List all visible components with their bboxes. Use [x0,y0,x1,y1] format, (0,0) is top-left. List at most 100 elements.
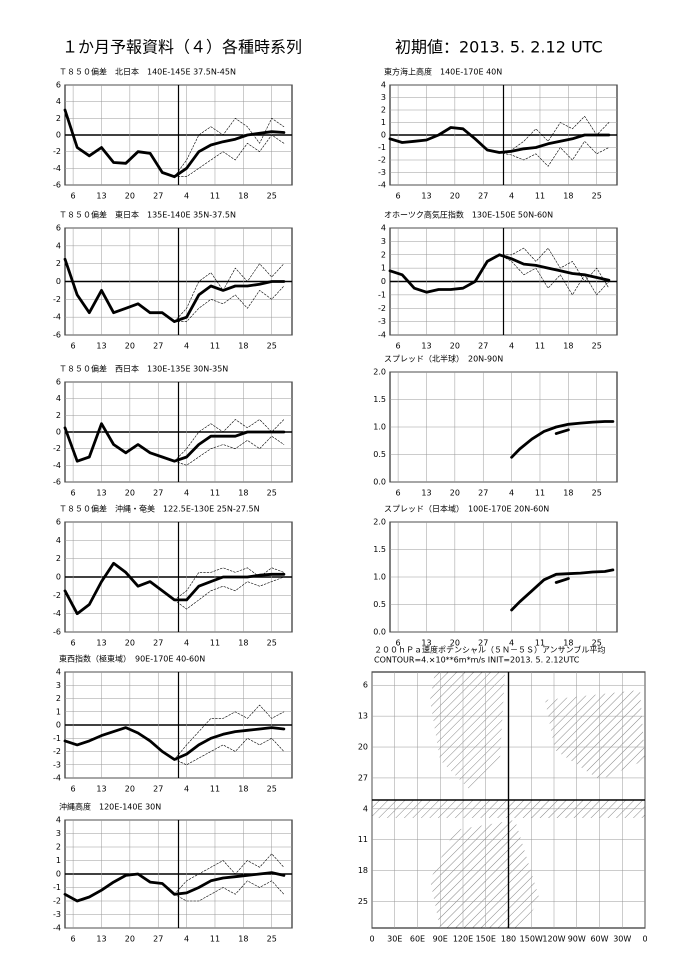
y-tick-label: 0 [56,277,61,286]
chart-title: 東西指数（極東域） 90E-170E 40-60N [59,654,205,664]
y-tick-label: -4 [378,181,386,190]
y-tick-label: 4 [381,224,386,233]
x-tick-label: 4 [184,342,189,351]
y-tick-label: 0 [381,131,386,140]
y-tick-label: 1.5 [373,395,386,404]
y-tick-label: -2 [53,591,61,600]
x-tick-label: 4 [184,489,189,498]
y-tick-label: 0 [56,721,61,730]
y-tick-label: 1.0 [373,573,386,582]
x-tick-label: 180 [501,935,516,944]
y-tick-label: 0.0 [373,478,386,487]
chart-title: Ｔ８５０偏差 北日本 140E-145E 37.5N-45N [59,67,236,77]
x-tick-label: 11 [535,489,545,498]
x-tick-label: 0 [369,935,374,944]
x-tick-label: 6 [71,935,76,944]
x-tick-label: 25 [592,192,602,201]
x-tick-label: 6 [396,489,401,498]
chart-title: ２００ｈＰａ速度ポテンシャル（５Ｎ－５Ｓ）アンサンブル平均 [374,645,605,655]
y-tick-label: 1.0 [373,423,386,432]
x-tick-label: 20 [125,192,135,201]
x-tick-label: 25 [267,785,277,794]
x-tick-label: 27 [478,489,488,498]
member-line [174,285,285,322]
y-tick-label: -6 [53,628,61,637]
y-tick-label: 4 [56,816,61,825]
x-tick-label: 27 [153,785,163,794]
x-tick-label: 30E [387,935,402,944]
y-tick-label: -2 [378,156,386,165]
x-tick-label: 25 [592,342,602,351]
y-tick-label: 2 [56,259,61,268]
x-tick-label: 13 [421,639,431,648]
x-tick-label: 4 [509,342,514,351]
x-tick-label: 27 [153,935,163,944]
x-tick-label: 13 [421,192,431,201]
chart-title: オホーツク高気圧指数 130E-150E 50N-60N [384,210,553,220]
mean-line [554,577,570,584]
x-tick-label: 13 [96,935,106,944]
x-tick-label: 11 [210,192,220,201]
member-line [174,567,285,601]
x-tick-label: 25 [267,342,277,351]
x-tick-label: 11 [210,785,220,794]
y-tick-label: 0 [56,131,61,140]
x-tick-label: 13 [421,489,431,498]
x-tick-label: 27 [153,192,163,201]
x-tick-label: 27 [478,192,488,201]
x-tick-label: 25 [267,935,277,944]
y-tick-label: 2 [381,106,386,115]
y-tick-label: -2 [53,897,61,906]
y-tick-label: -2 [53,147,61,156]
x-tick-label: 20 [450,489,460,498]
x-tick-label: 90W [568,935,586,944]
member-line [499,141,610,167]
x-tick-label: 20 [125,935,135,944]
x-tick-label: 18 [238,192,248,201]
x-tick-label: 90E [433,935,448,944]
mean-line [63,108,286,179]
y-tick-label: 11 [358,835,368,844]
y-tick-label: -1 [378,143,386,152]
y-tick-label: -6 [53,181,61,190]
x-tick-label: 20 [125,639,135,648]
x-tick-label: 18 [563,342,573,351]
y-tick-label: -4 [53,461,61,470]
y-tick-label: -2 [53,444,61,453]
x-tick-label: 27 [478,639,488,648]
y-tick-label: 2.0 [373,518,386,527]
x-tick-label: 18 [563,489,573,498]
mean-line [388,126,611,154]
x-tick-label: 4 [509,489,514,498]
y-tick-label: 4 [56,668,61,677]
x-tick-label: 18 [238,342,248,351]
x-tick-label: 30W [613,935,631,944]
y-tick-label: -4 [53,164,61,173]
y-tick-label: 1 [381,118,386,127]
y-tick-label: -3 [378,317,386,326]
y-tick-label: 3 [381,93,386,102]
y-tick-label: -4 [53,774,61,783]
member-line [499,254,610,296]
mean-line [510,568,615,612]
y-tick-label: 0.5 [373,450,386,459]
member-line [174,263,285,322]
x-tick-label: 13 [96,489,106,498]
y-tick-label: -4 [53,313,61,322]
x-tick-label: 18 [563,192,573,201]
x-tick-label: 4 [184,785,189,794]
member-line [174,435,285,466]
y-tick-label: 0 [56,428,61,437]
member-line [499,116,610,153]
x-tick-label: 20 [125,785,135,794]
y-tick-label: 0.5 [373,600,386,609]
y-tick-label: -6 [53,331,61,340]
y-tick-label: 13 [358,712,368,721]
hatched-area [430,672,505,790]
y-tick-label: 20 [358,743,368,752]
y-tick-label: 6 [56,518,61,527]
x-tick-label: 25 [267,639,277,648]
member-line [174,853,285,895]
x-tick-label: 18 [238,785,248,794]
